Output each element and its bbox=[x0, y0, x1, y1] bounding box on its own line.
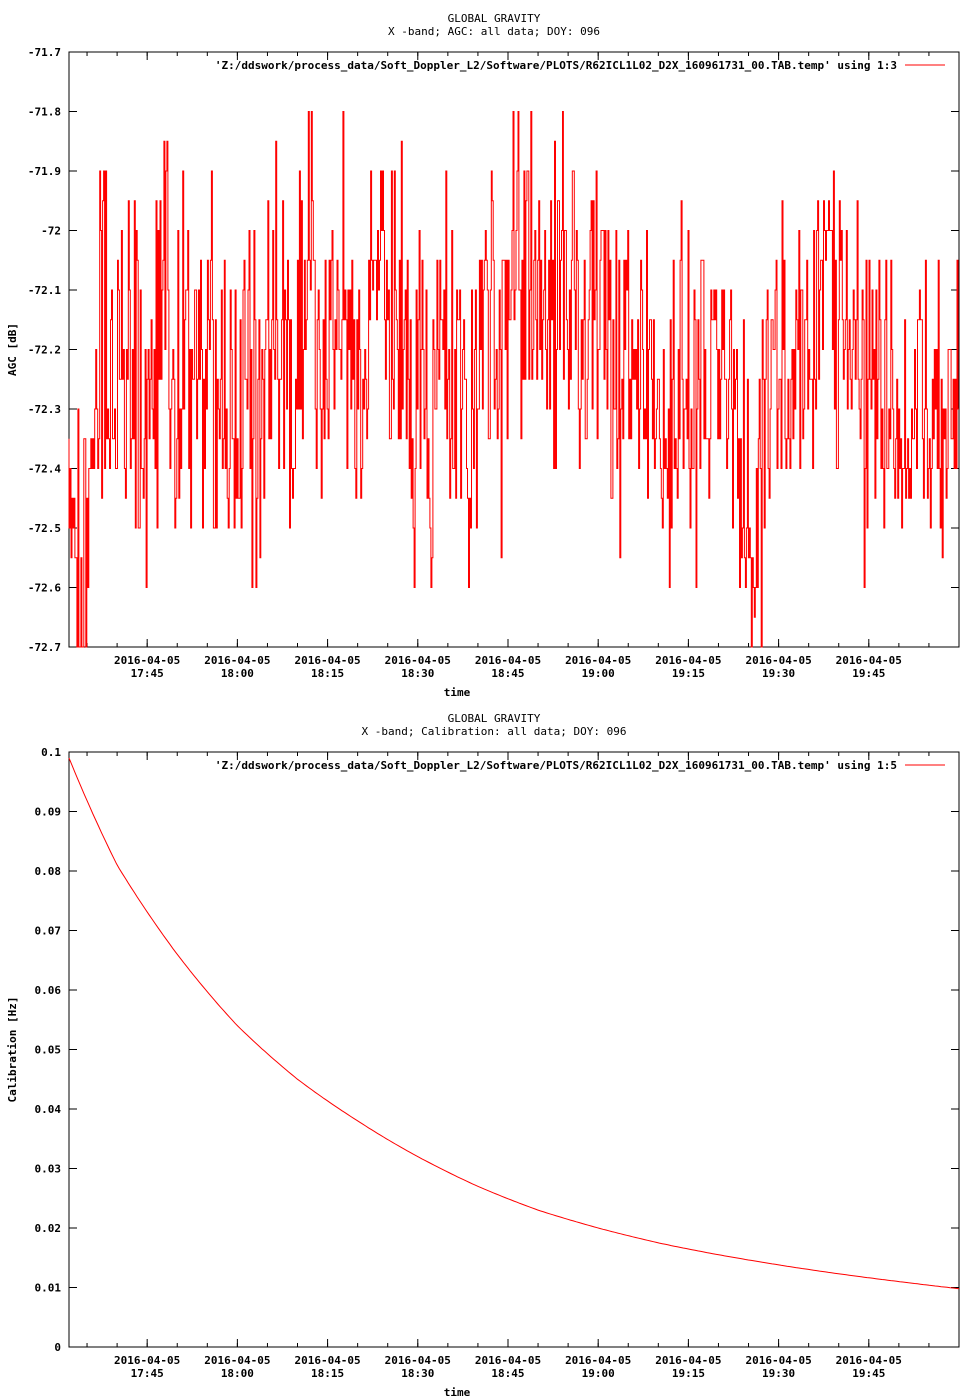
y-tick-label: 0.05 bbox=[35, 1044, 62, 1057]
x-tick-time: 19:45 bbox=[852, 667, 885, 680]
x-tick-time: 18:30 bbox=[401, 667, 434, 680]
x-tick-date: 2016-04-05 bbox=[385, 654, 451, 667]
chart-subtitle: X -band; AGC: all data; DOY: 096 bbox=[388, 25, 600, 38]
x-tick-time: 18:45 bbox=[491, 1367, 524, 1380]
x-tick-time: 18:30 bbox=[401, 1367, 434, 1380]
x-tick-time: 19:30 bbox=[762, 667, 795, 680]
y-tick-label: 0 bbox=[54, 1341, 61, 1354]
x-tick-date: 2016-04-05 bbox=[475, 654, 541, 667]
x-tick-time: 17:45 bbox=[131, 667, 164, 680]
y-tick-label: -71.9 bbox=[28, 165, 61, 178]
y-tick-label: -72.5 bbox=[28, 522, 61, 535]
x-tick-time: 18:15 bbox=[311, 667, 344, 680]
x-tick-time: 18:15 bbox=[311, 1367, 344, 1380]
x-tick-date: 2016-04-05 bbox=[385, 1354, 451, 1367]
x-tick-time: 19:15 bbox=[672, 1367, 705, 1380]
y-tick-label: -72.1 bbox=[28, 284, 61, 297]
x-tick-date: 2016-04-05 bbox=[655, 1354, 721, 1367]
y-tick-label: -72.3 bbox=[28, 403, 61, 416]
legend-label: 'Z:/ddswork/process_data/Soft_Doppler_L2… bbox=[215, 59, 897, 72]
x-tick-time: 18:45 bbox=[491, 667, 524, 680]
x-tick-time: 18:00 bbox=[221, 1367, 254, 1380]
y-axis-label: AGC [dB] bbox=[6, 323, 19, 376]
x-tick-date: 2016-04-05 bbox=[836, 654, 902, 667]
x-tick-date: 2016-04-05 bbox=[475, 1354, 541, 1367]
y-tick-label: 0.01 bbox=[35, 1282, 62, 1295]
y-tick-label: 0.08 bbox=[35, 865, 62, 878]
y-tick-label: 0.1 bbox=[41, 746, 61, 759]
x-tick-time: 19:00 bbox=[582, 667, 615, 680]
x-tick-date: 2016-04-05 bbox=[745, 654, 811, 667]
chart-subtitle: X -band; Calibration: all data; DOY: 096 bbox=[362, 725, 627, 738]
x-tick-date: 2016-04-05 bbox=[114, 1354, 180, 1367]
y-tick-label: 0.04 bbox=[35, 1103, 62, 1116]
y-tick-label: -72.7 bbox=[28, 641, 61, 654]
y-tick-label: 0.03 bbox=[35, 1163, 62, 1176]
legend-label: 'Z:/ddswork/process_data/Soft_Doppler_L2… bbox=[215, 759, 897, 772]
y-axis-label: Calibration [Hz] bbox=[6, 997, 19, 1103]
y-tick-label: -72.2 bbox=[28, 344, 61, 357]
x-tick-date: 2016-04-05 bbox=[655, 654, 721, 667]
x-tick-date: 2016-04-05 bbox=[114, 654, 180, 667]
x-tick-date: 2016-04-05 bbox=[204, 654, 270, 667]
x-tick-date: 2016-04-05 bbox=[565, 1354, 631, 1367]
x-tick-time: 18:00 bbox=[221, 667, 254, 680]
chart-title: GLOBAL GRAVITY bbox=[448, 712, 541, 725]
x-tick-time: 19:15 bbox=[672, 667, 705, 680]
y-tick-label: 0.09 bbox=[35, 806, 62, 819]
y-tick-label: -72.6 bbox=[28, 582, 61, 595]
x-axis-label: time bbox=[444, 686, 471, 699]
y-tick-label: -71.8 bbox=[28, 106, 61, 119]
series-line bbox=[68, 757, 960, 1290]
y-tick-label: -71.7 bbox=[28, 46, 61, 59]
x-tick-date: 2016-04-05 bbox=[294, 654, 360, 667]
x-tick-time: 19:00 bbox=[582, 1367, 615, 1380]
y-tick-label: 0.02 bbox=[35, 1222, 62, 1235]
x-tick-time: 19:30 bbox=[762, 1367, 795, 1380]
y-tick-label: -72.4 bbox=[28, 463, 61, 476]
series-line bbox=[68, 111, 959, 648]
x-tick-date: 2016-04-05 bbox=[745, 1354, 811, 1367]
x-tick-time: 19:45 bbox=[852, 1367, 885, 1380]
chart-title: GLOBAL GRAVITY bbox=[448, 12, 541, 25]
x-tick-date: 2016-04-05 bbox=[565, 654, 631, 667]
y-tick-label: 0.07 bbox=[35, 925, 62, 938]
y-tick-label: 0.06 bbox=[35, 984, 62, 997]
x-tick-date: 2016-04-05 bbox=[836, 1354, 902, 1367]
x-tick-date: 2016-04-05 bbox=[294, 1354, 360, 1367]
x-tick-time: 17:45 bbox=[131, 1367, 164, 1380]
x-tick-date: 2016-04-05 bbox=[204, 1354, 270, 1367]
plot-frame bbox=[68, 751, 960, 1348]
y-tick-label: -72 bbox=[41, 225, 61, 238]
x-axis-label: time bbox=[444, 1386, 471, 1399]
